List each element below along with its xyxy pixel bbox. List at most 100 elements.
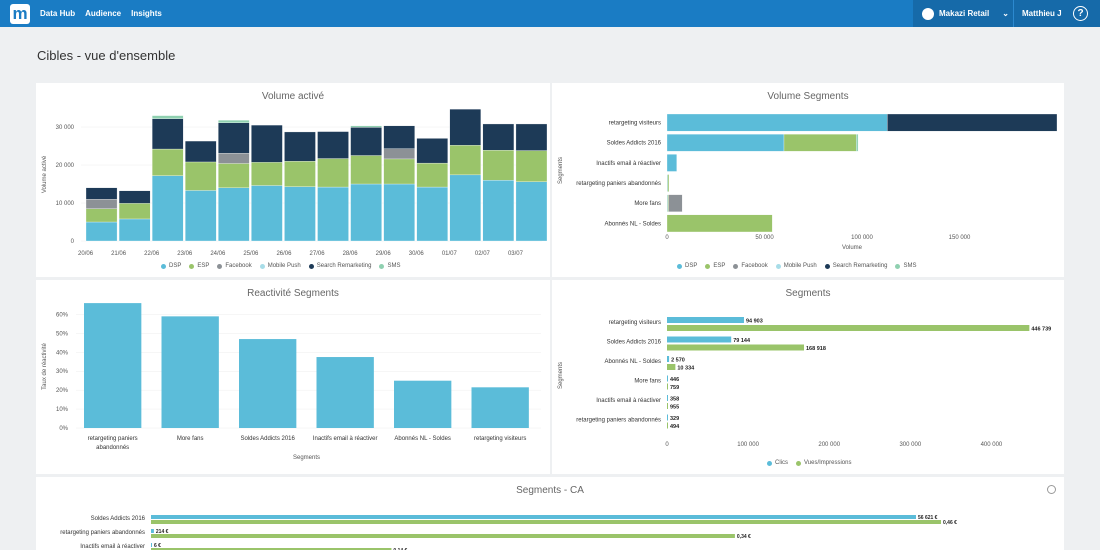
x-tick-label: Abonnés NL - Soldes [394,436,450,442]
legend-item-dsp[interactable]: DSP [677,263,697,269]
y-tick-label: Abonnés NL - Soldes [605,359,661,365]
x-tick-label: 24/06 [210,251,226,257]
organization-selector[interactable]: Makazi Retail ⌄ [913,0,1013,27]
legend-dot [775,263,781,269]
y-tick-label: 10% [56,407,69,413]
bar-search-remarketing [887,113,1058,132]
data-label: 358 [670,397,679,403]
y-axis-label: Taux de réactivité [42,342,48,389]
x-tick-label: 100 000 [737,442,759,448]
legend-item-mobile-push[interactable]: Mobile Push [259,263,301,269]
bar-clics [667,336,732,343]
legend-item-clics[interactable]: Clics [767,460,788,466]
legend-item-sms[interactable]: SMS [379,263,400,269]
legend-label: Vues/Impressions [804,460,852,466]
bar-esp [317,158,349,188]
legend-label: SMS [903,263,917,269]
legend-item-search-remarketing[interactable]: Search Remarketing [824,263,887,269]
legend-dot [308,263,314,269]
legend-item-sms[interactable]: SMS [895,263,916,269]
data-label: 446 [670,377,679,383]
legend-label: Search Remarketing [316,263,372,269]
data-label: 955 [670,405,679,411]
legend-item-facebook[interactable]: Facebook [733,263,768,269]
y-tick-label: retargeting paniers abandonnés [60,530,145,536]
bar-dsp [666,154,677,172]
bar-esp [666,214,773,233]
y-tick-label: retargeting paniers abandonnés [576,418,661,424]
legend-label: Facebook [741,263,768,269]
legend-item-dsp[interactable]: DSP [161,263,181,269]
bar-vues-impressions [667,364,676,370]
y-tick-label: retargeting visiteurs [609,121,661,127]
bar-clics [667,414,668,421]
bar-search-remarketing [218,122,250,154]
bar-ca-par-contact [151,548,392,550]
bar-facebook [668,194,683,212]
segments-ca-title: Segments - CA [516,485,584,496]
legend-label: ESP [197,263,210,269]
volume-active-title: Volume activé [261,91,325,102]
bar-dsp [350,183,382,242]
x-tick-label: 100 000 [851,235,873,241]
x-tick-label: 22/06 [144,251,160,257]
y-axis-label: Volume activé [42,155,48,193]
bar-esp [482,150,515,181]
bar-dsp [284,186,316,242]
x-tick-label: abandonnés [96,445,129,451]
reactivite-panel: Reactivité Segments 0% 10% 20% 30% 40% 50% 60%… [36,280,550,474]
bar-esp [350,155,382,185]
bar-dsp [666,134,785,152]
y-tick-label: 30 000 [56,125,75,131]
y-tick-label: Inactifs email à réactiver [596,398,661,404]
nav-insights[interactable]: Insights [131,9,162,18]
y-tick-label: 50% [56,331,69,337]
bar-clics [667,317,744,323]
x-axis-label: Segments [293,455,320,461]
nav-audience[interactable]: Audience [85,9,122,18]
volume-active-chart: 0 10 000 20 000 30 000 Volume activé 20/06 21/… [42,108,548,257]
bar-vues-impressions [667,325,1030,331]
bar-esp [416,162,448,188]
legend-item-esp[interactable]: ESP [189,263,209,269]
legend-dot [677,263,682,269]
legend-dot [796,460,801,466]
bar-esp [251,162,283,186]
legend-dot [767,460,772,466]
legend-item-facebook[interactable]: Facebook [217,263,252,269]
bar-esp [449,145,482,176]
bar-esp [185,161,217,191]
x-tick-label: 200 000 [818,442,840,448]
x-tick-label: 29/06 [376,251,392,257]
user-name: Matthieu J [1022,9,1062,18]
legend-item-vues-impressions[interactable]: Vues/Impressions [796,460,851,466]
x-tick-label: 03/07 [508,251,524,257]
help-icon[interactable]: ? [1073,6,1088,21]
bar-ca [151,543,152,547]
nav-data-hub[interactable]: Data Hub [40,9,76,18]
legend-item-mobile-push[interactable]: Mobile Push [775,263,817,269]
bar-search-remarketing [515,123,548,151]
data-label: 56 621 € [918,515,938,521]
legend-dot [259,263,265,269]
x-tick-label: 0 [665,442,669,448]
main-nav: Data Hub Audience Insights [40,9,172,18]
bar-sms [151,115,184,119]
segments-title: Segments [785,288,831,299]
gear-icon[interactable] [1047,485,1056,494]
data-label: 0,34 € [737,534,751,540]
legend-item-search-remarketing[interactable]: Search Remarketing [308,263,372,269]
bar-esp [151,148,184,176]
x-tick-label: Inactifs email à réactiver [313,436,378,442]
bar-search-remarketing [416,138,448,164]
y-tick-label: retargeting visiteurs [609,320,661,326]
app-logo[interactable]: m [10,3,30,24]
organization-icon [922,7,934,20]
bar-clics [667,375,668,382]
bar-clics [667,395,668,401]
legend-dot [217,263,223,269]
y-tick-label: 0% [59,426,68,432]
bar-dsp [218,187,250,242]
y-tick-label: 40% [56,350,69,356]
legend-item-esp[interactable]: ESP [705,263,725,269]
